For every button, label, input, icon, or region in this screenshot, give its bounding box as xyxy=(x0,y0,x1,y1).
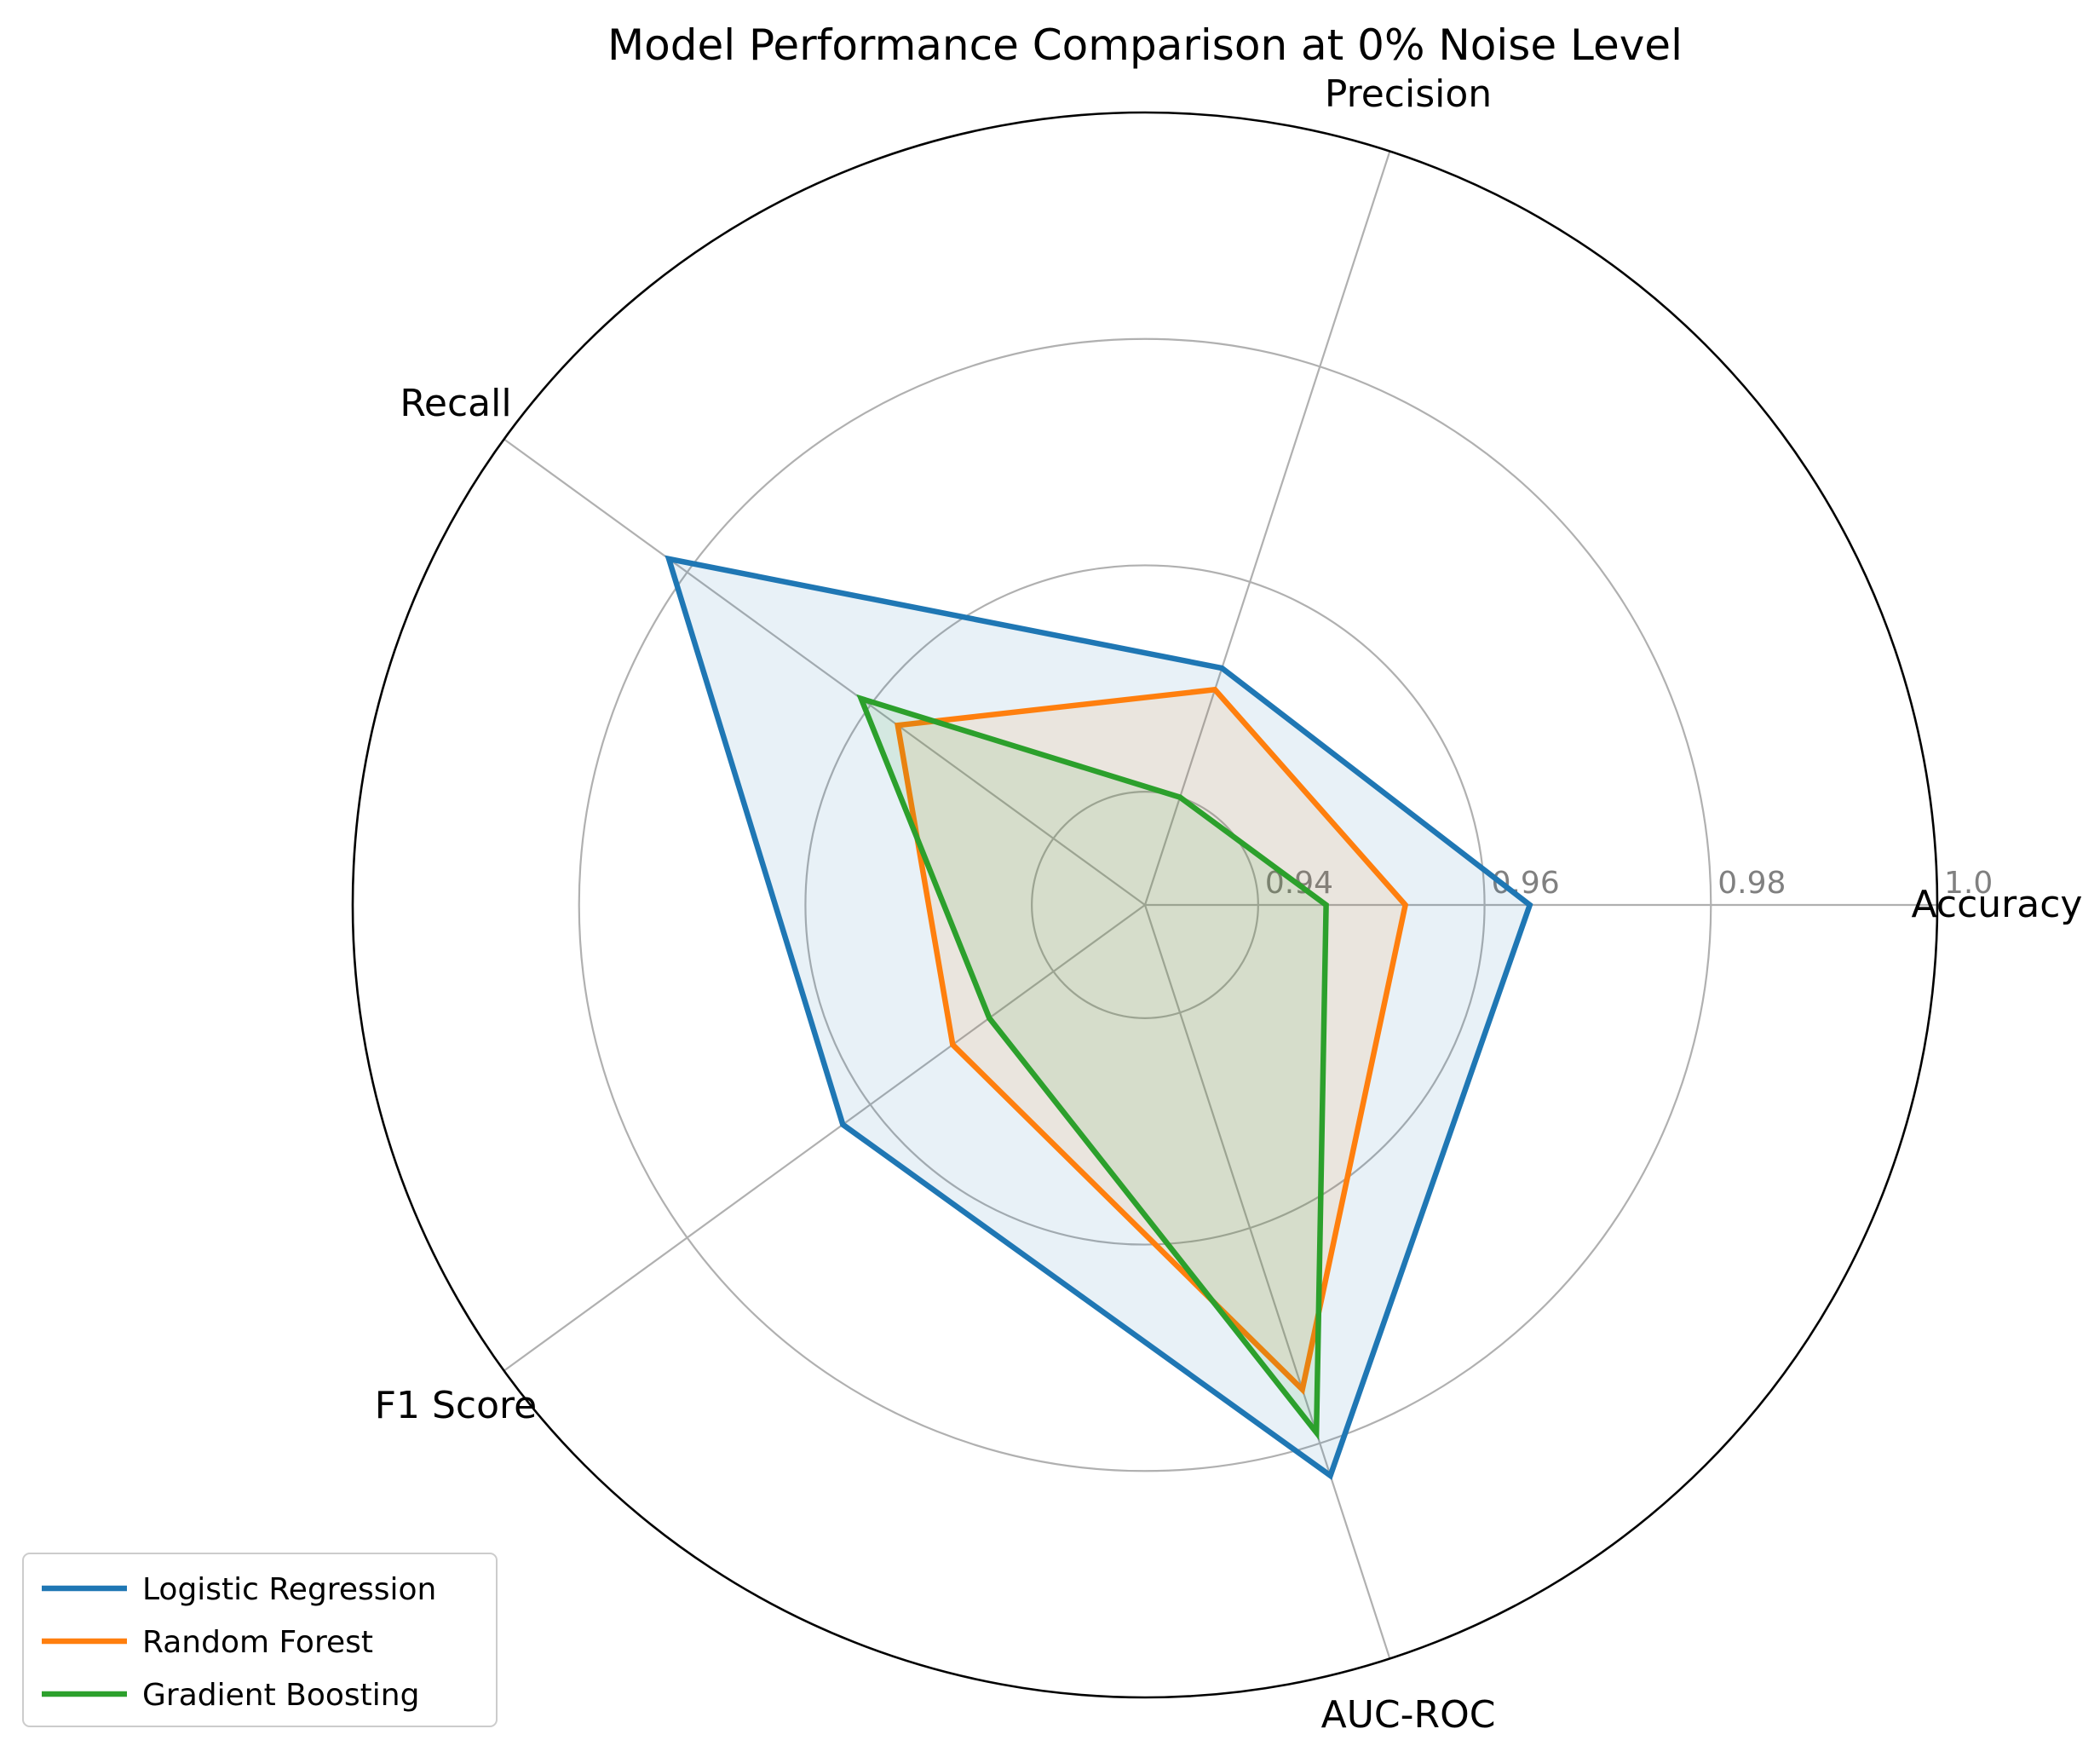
legend-box xyxy=(22,1553,498,1727)
category-label-accuracy: Accuracy xyxy=(1912,883,2083,926)
category-label-auc-roc: AUC-ROC xyxy=(1321,1693,1496,1737)
legend-label-gradient-boosting: Gradient Boosting xyxy=(142,1678,419,1713)
series-layer xyxy=(665,555,1533,1480)
grid-ring-0-94 xyxy=(1031,791,1259,1019)
category-label-f1-score: F1 Score xyxy=(375,1384,538,1427)
r-tick-label: 1.0 xyxy=(1944,866,1993,901)
spoke-recall xyxy=(503,438,1146,906)
series-line-logistic-regression xyxy=(665,555,1533,1480)
outer-frame xyxy=(351,111,1939,1699)
series-gradient-boosting xyxy=(856,694,1329,1441)
category-label-recall: Recall xyxy=(400,382,511,425)
series-area-random-forest xyxy=(897,689,1406,1390)
category-label-precision: Precision xyxy=(1325,72,1492,116)
series-logistic-regression xyxy=(665,555,1533,1480)
grid-ring-0-96 xyxy=(804,564,1486,1246)
series-line-gradient-boosting xyxy=(856,694,1329,1441)
series-area-gradient-boosting xyxy=(860,698,1326,1433)
legend: Logistic Regression Random Forest Gradient… xyxy=(22,1553,498,1727)
grid-ring-0-98 xyxy=(578,337,1712,1472)
spoke-f1-score xyxy=(503,904,1146,1372)
axis-labels: Accuracy Precision Recall F1 Score AUC-ROC xyxy=(375,72,2083,1737)
r-tick-label: 0.98 xyxy=(1717,866,1786,901)
series-area-logistic-regression xyxy=(669,558,1530,1476)
spoke-auc-roc xyxy=(1143,904,1391,1659)
legend-label-logistic-regression: Logistic Regression xyxy=(142,1572,436,1607)
chart-title: Model Performance Comparison at 0% Noise… xyxy=(607,20,1683,70)
legend-label-random-forest: Random Forest xyxy=(142,1625,373,1660)
spoke-precision xyxy=(1143,151,1391,906)
